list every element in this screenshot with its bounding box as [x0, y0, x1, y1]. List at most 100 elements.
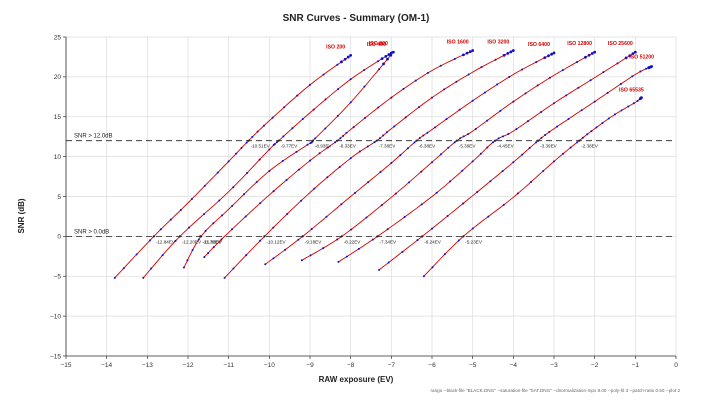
data-point — [586, 133, 589, 136]
data-point — [394, 192, 397, 195]
data-point — [179, 208, 182, 211]
ev-marker — [152, 235, 155, 238]
data-point — [295, 150, 298, 153]
data-point — [434, 126, 437, 129]
data-point — [385, 131, 388, 134]
x-tick-label: −1 — [632, 362, 640, 369]
ev-label: -5.39EV — [459, 144, 477, 149]
data-point — [313, 187, 316, 190]
data-point — [553, 102, 555, 105]
x-tick-label: −12 — [182, 362, 193, 369]
data-point — [159, 228, 162, 231]
data-point — [363, 69, 366, 72]
data-point — [393, 125, 396, 128]
ev-label: -10.51EV — [251, 144, 271, 149]
data-point — [416, 239, 419, 242]
data-point — [306, 143, 309, 146]
data-point — [387, 261, 390, 264]
data-point — [340, 60, 343, 64]
data-point — [244, 215, 247, 218]
data-point — [540, 110, 543, 113]
data-point — [399, 154, 402, 157]
ev-label: -11.68EV — [203, 239, 223, 244]
data-point — [636, 99, 639, 102]
data-point — [324, 127, 327, 130]
data-point — [258, 158, 261, 161]
data-point — [212, 246, 215, 249]
ev-marker — [301, 235, 304, 238]
data-point — [376, 60, 379, 63]
data-point — [371, 238, 374, 241]
data-point — [259, 239, 262, 242]
data-point — [565, 94, 568, 97]
data-point — [380, 57, 384, 61]
data-point — [486, 119, 489, 122]
data-point — [273, 142, 276, 145]
y-tick-label: −10 — [50, 313, 61, 320]
data-point — [501, 170, 504, 173]
data-point — [639, 97, 642, 100]
data-point — [161, 254, 164, 257]
data-point — [354, 191, 357, 194]
data-point — [272, 226, 275, 229]
data-point — [471, 227, 474, 230]
data-point — [245, 141, 248, 144]
ev-label: -7.34EV — [380, 239, 398, 244]
data-point — [365, 216, 368, 219]
x-tick-label: −11 — [223, 362, 234, 369]
data-point — [614, 113, 616, 116]
series-line — [114, 54, 351, 279]
data-point — [142, 276, 145, 279]
ev-label: -12.84EV — [156, 239, 176, 244]
ev-label: -8.33EV — [339, 144, 357, 149]
data-point — [358, 150, 361, 153]
data-point — [468, 50, 472, 54]
ev-label: -9.77EV — [281, 144, 299, 149]
iso-series-label: ISO 51200 — [629, 55, 654, 61]
data-point — [203, 184, 206, 187]
iso-series-label: ISO 65535 — [619, 88, 644, 94]
data-point — [401, 250, 404, 253]
data-point — [322, 247, 325, 250]
data-point — [624, 56, 628, 60]
ev-label: -8.93EV — [315, 144, 333, 149]
data-point — [357, 247, 360, 250]
data-point — [336, 63, 339, 66]
data-point — [312, 108, 315, 111]
ev-marker — [277, 139, 280, 142]
data-point — [342, 134, 345, 137]
data-point — [284, 248, 287, 251]
x-tick-label: −6 — [428, 362, 436, 369]
data-point — [339, 137, 342, 140]
data-point — [508, 75, 511, 78]
data-point — [526, 120, 529, 123]
iso-series-label: ISO 3200 — [487, 40, 509, 46]
ev-marker — [336, 139, 339, 142]
data-point — [216, 171, 219, 174]
data-point — [453, 57, 456, 60]
iso-series-label: ISO 1600 — [447, 40, 469, 46]
ev-marker — [263, 235, 266, 238]
data-point — [489, 180, 492, 183]
data-point — [499, 109, 502, 112]
data-point — [496, 83, 499, 86]
data-point — [349, 53, 353, 57]
data-point — [483, 91, 486, 94]
ev-marker — [421, 235, 424, 238]
ev-marker — [375, 139, 378, 142]
data-point — [601, 122, 604, 125]
data-point — [502, 203, 505, 206]
data-point — [577, 86, 580, 89]
data-point — [645, 67, 648, 70]
data-point — [337, 87, 340, 90]
ev-marker — [537, 139, 540, 142]
data-point — [521, 153, 524, 156]
data-point — [422, 275, 425, 278]
data-point — [318, 152, 321, 155]
data-point — [449, 180, 452, 183]
y-tick-label: 10 — [54, 154, 62, 161]
data-point — [515, 128, 518, 131]
data-point — [232, 186, 235, 189]
data-point — [309, 254, 312, 257]
data-point — [547, 54, 550, 58]
